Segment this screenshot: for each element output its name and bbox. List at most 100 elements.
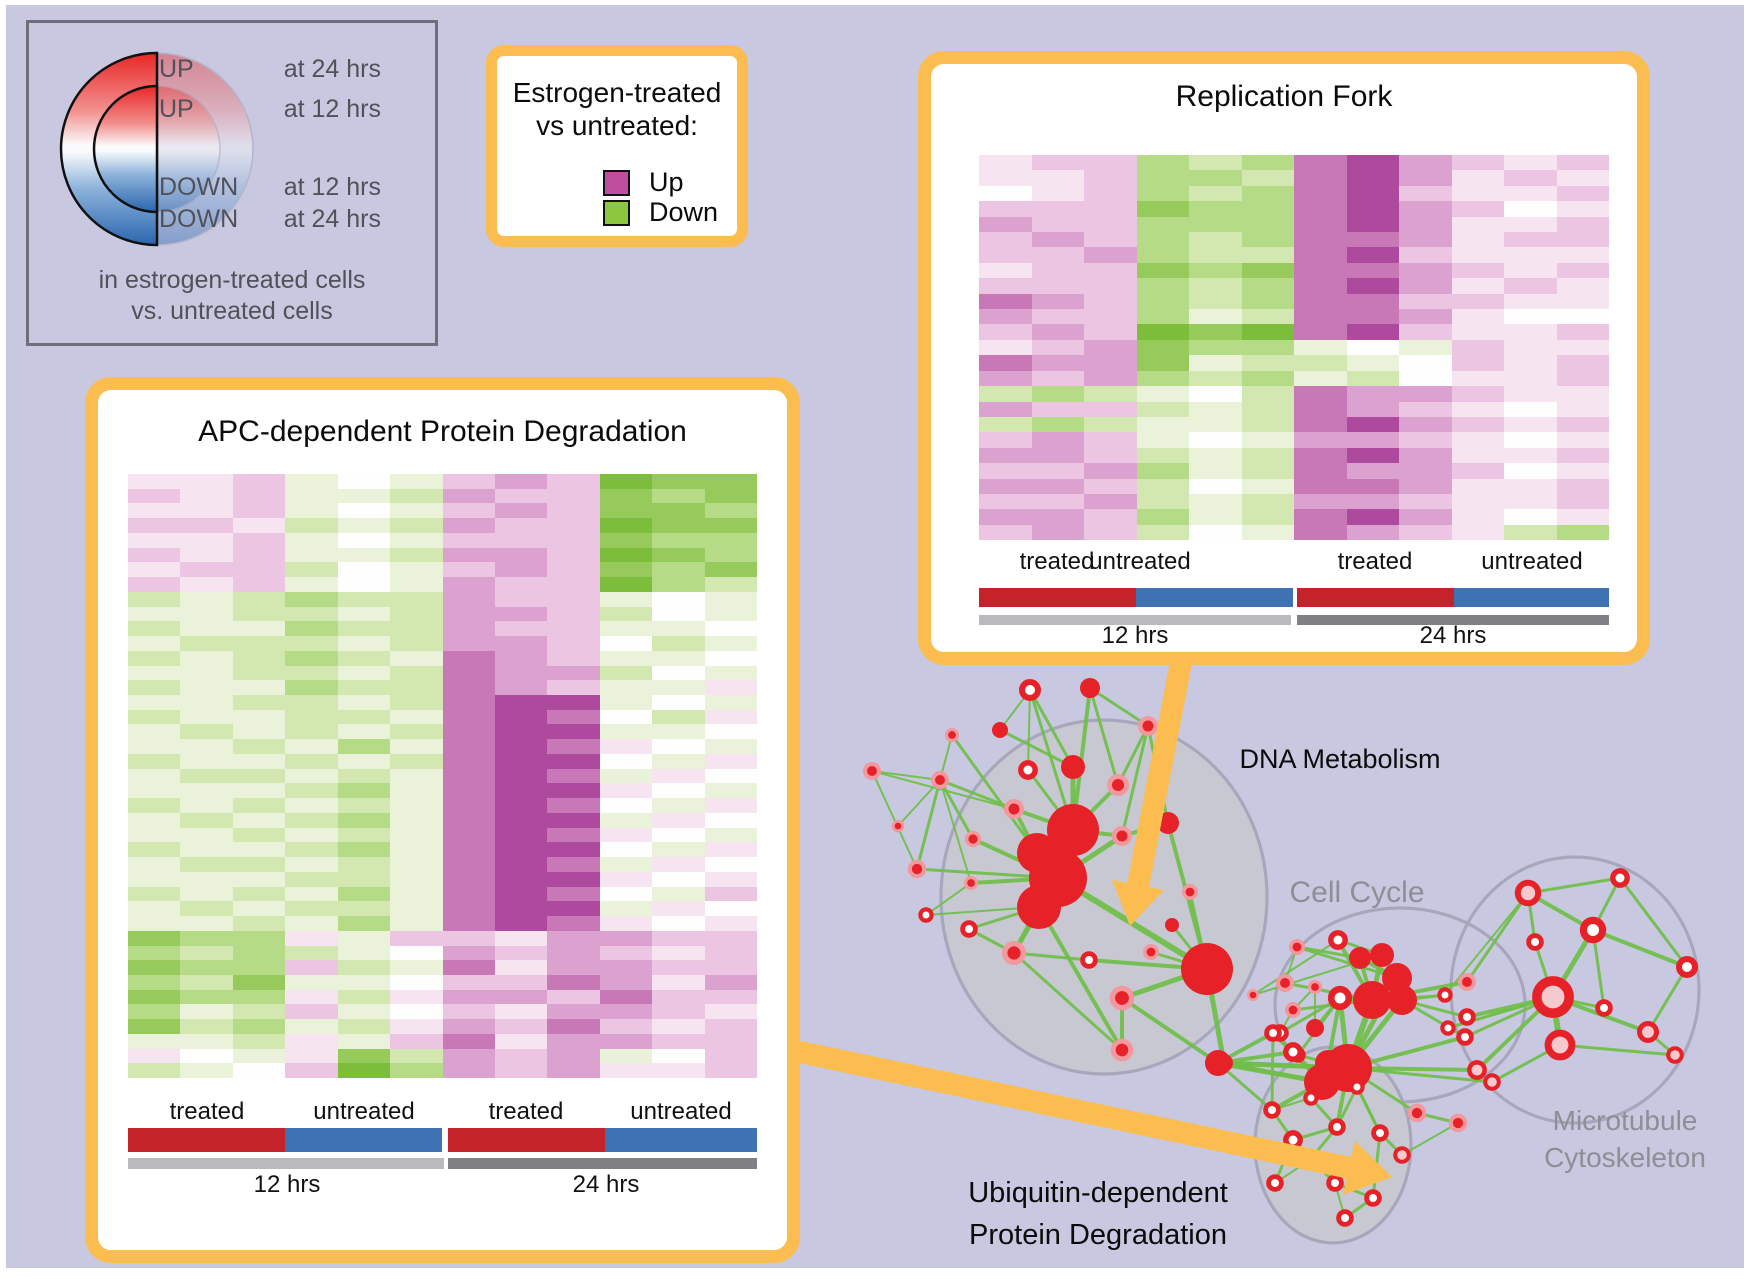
apc-24hrs-label: 24 hrs: [572, 1171, 640, 1198]
heatmap-row: [979, 247, 1609, 263]
arrow-apc-to-ubiquitin: [792, 1040, 1353, 1179]
network-edge: [1559, 1043, 1676, 1057]
heatmap-row: [128, 739, 758, 754]
heatmap-row: [979, 509, 1609, 525]
network-node-pink-ring-core: [1249, 991, 1257, 999]
heatmap-row: [979, 493, 1609, 510]
network-node-white-center: [1327, 985, 1353, 1011]
heatmap-row: [128, 798, 758, 813]
updown-title-line2: vs untreated:: [536, 110, 698, 141]
apc-12hrs-bar: [128, 1158, 444, 1169]
network-node-pink-ring-core: [1462, 977, 1472, 987]
network-edge: [1527, 876, 1621, 895]
network-node-solid: [1349, 947, 1371, 969]
network-node-white-center: [1264, 1024, 1282, 1042]
network-node-solid: [1181, 943, 1233, 995]
heatmap-row: [128, 901, 758, 917]
microtubule-label-line1: Microtubule: [1552, 1105, 1698, 1136]
heatmap-row: [128, 474, 758, 489]
network-node-pink-ring-core: [935, 775, 945, 785]
network-node-pink-center: [1483, 1073, 1501, 1091]
down-swatch: [603, 200, 630, 226]
network-node-red-core: [1407, 1103, 1427, 1123]
rep-24hrs-bar: [1297, 615, 1609, 625]
network-node-pink-ring-core: [1311, 983, 1319, 991]
rep-group-label-3: treated: [1337, 548, 1413, 575]
heatmap-row: [128, 518, 758, 533]
network-edge: [1252, 939, 1339, 996]
rep-12hrs-bar: [979, 615, 1291, 625]
network-node-white-center: [1328, 930, 1348, 950]
network-edge: [999, 728, 1074, 769]
network-node-white-center: [1263, 1101, 1281, 1119]
network-node-pink-center: [1637, 1021, 1659, 1043]
network-node-white-center: [918, 907, 934, 923]
network-edge: [1027, 689, 1031, 771]
network-node-pink-ring-core: [1185, 887, 1195, 897]
network-node-solid: [1165, 918, 1179, 932]
updown-legend-box: Estrogen-treated vs untreated: Up Down: [486, 45, 748, 247]
network-edge: [938, 779, 975, 840]
network-node-pink-ring-core: [1007, 946, 1021, 960]
network-node-white-center: [1579, 916, 1607, 944]
network-edge: [1296, 945, 1398, 980]
heatmap-row: [128, 871, 758, 887]
network-node-pink-ring-core: [1116, 830, 1128, 842]
ring-word-up-12: UP: [159, 95, 194, 123]
network-edge: [925, 882, 972, 916]
ring-word-down-12: DOWN: [159, 173, 239, 201]
apc-untreated-24-bar: [605, 1128, 757, 1152]
heatmap-row: [128, 1019, 758, 1034]
rep-untreated-24-bar: [1454, 588, 1609, 607]
heatmap-row: [128, 577, 758, 592]
network-node-white-center: [1456, 1028, 1474, 1046]
arrow-apc-to-ubiquitin-head: [1343, 1141, 1392, 1195]
network-edge: [1037, 905, 1124, 1052]
heatmap-row: [979, 155, 1609, 171]
heatmap-row: [128, 695, 758, 710]
ubiquitin-degradation-label: Ubiquitin-dependent Protein Degradation: [923, 1172, 1273, 1256]
network-node-white-center: [1458, 1008, 1476, 1026]
network-node-pink-ring-core: [1288, 1005, 1298, 1015]
rep-12hrs-label: 12 hrs: [1101, 622, 1169, 649]
network-node-white-center: [1080, 951, 1098, 969]
heatmap-row: [128, 768, 758, 784]
ring-word-down-24: DOWN: [159, 205, 239, 233]
ubiquitin-label-line1: Ubiquitin-dependent: [968, 1177, 1228, 1209]
apc-treated-24-bar: [448, 1128, 605, 1152]
network-node-white-center: [960, 920, 978, 938]
network-node-solid: [1387, 985, 1417, 1015]
ring-note-line2: vs. untreated cells: [131, 297, 333, 325]
heatmap-row: [128, 650, 758, 666]
ring-time-down-24: at 24 hrs: [283, 205, 381, 233]
heatmap-row: [128, 945, 758, 961]
network-node-red-core: [891, 819, 905, 833]
ring-time-down-12: at 12 hrs: [283, 173, 381, 201]
network-node-red-core: [1448, 1113, 1468, 1133]
network-node-pink-ring-core: [1008, 803, 1020, 815]
network-node-solid: [1061, 755, 1085, 779]
network-edge: [950, 734, 1039, 854]
heatmap-row: [128, 916, 758, 931]
heatmap-row: [128, 1033, 758, 1049]
network-node-white-center: [1266, 1174, 1284, 1192]
replication-fork-title: Replication Fork: [1175, 80, 1393, 113]
heatmap-row: [979, 524, 1609, 541]
microtubule-circle: [1449, 855, 1701, 1125]
heatmap-row: [128, 503, 758, 519]
network-node-white-center: [1283, 1042, 1303, 1062]
network-node-white-center: [1303, 1090, 1319, 1106]
network-node-solid: [1205, 1050, 1231, 1076]
heatmap-row: [979, 447, 1609, 464]
apc-group-label-2: untreated: [313, 1098, 415, 1125]
network-node-white-center: [1019, 679, 1041, 701]
heatmap-row: [979, 262, 1609, 279]
arrow-replication-to-dna: [1127, 649, 1194, 889]
ring-time-up-12: at 12 hrs: [283, 95, 381, 123]
network-edge: [1089, 686, 1149, 728]
apc-group-label-4: untreated: [630, 1098, 732, 1125]
heatmap-row: [979, 216, 1609, 233]
network-node-red-core: [1110, 1038, 1134, 1062]
heatmap-row: [128, 636, 758, 651]
